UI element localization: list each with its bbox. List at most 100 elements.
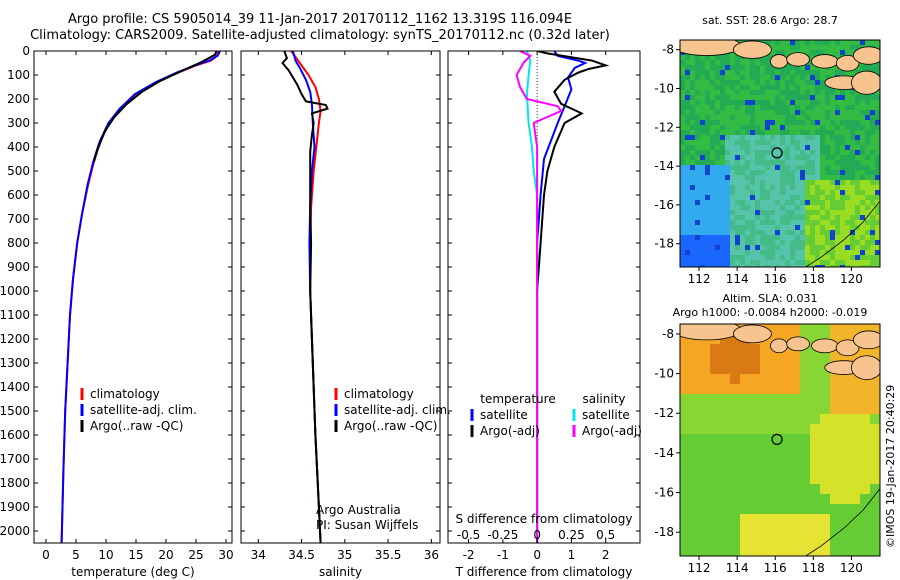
- map-cell: [835, 200, 840, 205]
- map-cell: [730, 514, 740, 524]
- map-cell: [710, 115, 715, 120]
- map-cell: [740, 394, 750, 404]
- map-cell: [720, 155, 725, 160]
- map-cell: [845, 95, 850, 100]
- map-cell: [830, 135, 835, 140]
- map-cell: [710, 215, 715, 220]
- map-cell: [735, 55, 740, 60]
- map-cell: [710, 220, 715, 225]
- map-cell: [785, 190, 790, 195]
- map-cell: [680, 374, 690, 384]
- map-cell: [845, 185, 850, 190]
- map-cell: [685, 140, 690, 145]
- map-cell: [680, 70, 685, 75]
- map-cell: [790, 160, 795, 165]
- map-cell: [720, 205, 725, 210]
- legend-label: climatology: [90, 387, 160, 401]
- map-cell: [735, 245, 740, 250]
- map-cell: [680, 334, 690, 344]
- map-cell: [725, 110, 730, 115]
- map-cell: [740, 424, 750, 434]
- map-cell: [680, 110, 685, 115]
- map-cell: [820, 434, 830, 444]
- map-cell: [830, 115, 835, 120]
- map-cell: [725, 255, 730, 260]
- map-cell: [870, 100, 875, 105]
- map-cell: [700, 235, 705, 240]
- map-cell: [710, 150, 715, 155]
- map-cell: [850, 544, 860, 554]
- map-cell: [775, 260, 780, 265]
- map-cell: [700, 374, 710, 384]
- map-cell: [705, 245, 710, 250]
- map-cell: [840, 50, 845, 55]
- map-cell: [750, 100, 755, 105]
- map-cell: [820, 95, 825, 100]
- map-cell: [685, 210, 690, 215]
- map-cell: [865, 215, 870, 220]
- map-cell: [810, 434, 820, 444]
- map-cell: [870, 434, 880, 444]
- map-y-tick-label: -18: [654, 237, 674, 251]
- x-tick-label: 34.5: [288, 548, 315, 562]
- map-cell: [770, 190, 775, 195]
- map-cell: [825, 220, 830, 225]
- map-cell: [845, 200, 850, 205]
- map-cell: [850, 514, 860, 524]
- map-cell: [875, 260, 880, 265]
- map-cell: [800, 175, 805, 180]
- map-cell: [770, 180, 775, 185]
- map-cell: [820, 160, 825, 165]
- x-tick-label: -2: [463, 548, 475, 562]
- map-cell: [710, 524, 720, 534]
- map-cell: [685, 205, 690, 210]
- map-cell: [700, 225, 705, 230]
- map-cell: [875, 45, 880, 50]
- secondary-tick-label: 0.5: [596, 528, 615, 542]
- map-cell: [720, 200, 725, 205]
- map-cell: [800, 135, 805, 140]
- map-cell: [875, 155, 880, 160]
- map-cell: [765, 205, 770, 210]
- map-cell: [760, 175, 765, 180]
- map-cell: [680, 424, 690, 434]
- map-cell: [715, 245, 720, 250]
- map-cell: [875, 240, 880, 245]
- map-cell: [850, 354, 860, 364]
- y-tick-label: 1600: [0, 428, 30, 442]
- map-cell: [745, 215, 750, 220]
- map-cell: [700, 255, 705, 260]
- map-y-tick-label: -8: [662, 43, 674, 57]
- map-cell: [800, 534, 810, 544]
- map-cell: [695, 125, 700, 130]
- map-cell: [795, 100, 800, 105]
- map-cell: [845, 250, 850, 255]
- map-cell: [760, 544, 770, 554]
- map-cell: [840, 554, 850, 556]
- map-cell: [865, 245, 870, 250]
- map-cell: [860, 230, 865, 235]
- map-cell: [695, 195, 700, 200]
- map-cell: [780, 100, 785, 105]
- map-cell: [830, 424, 840, 434]
- map-cell: [750, 80, 755, 85]
- map-cell: [705, 55, 710, 60]
- map-cell: [860, 180, 865, 185]
- map-cell: [860, 324, 870, 334]
- map-cell: [870, 504, 880, 514]
- map-cell: [730, 245, 735, 250]
- map-cell: [760, 180, 765, 185]
- x-tick-label: 2: [602, 548, 610, 562]
- map-cell: [740, 90, 745, 95]
- map-cell: [715, 195, 720, 200]
- map-cell: [725, 115, 730, 120]
- map-cell: [685, 265, 690, 267]
- map-cell: [840, 524, 850, 534]
- map-cell: [725, 160, 730, 165]
- map-cell: [730, 404, 740, 414]
- map-cell: [860, 215, 865, 220]
- map-cell: [780, 140, 785, 145]
- map-cell: [695, 150, 700, 155]
- map-cell: [715, 160, 720, 165]
- map-cell: [690, 195, 695, 200]
